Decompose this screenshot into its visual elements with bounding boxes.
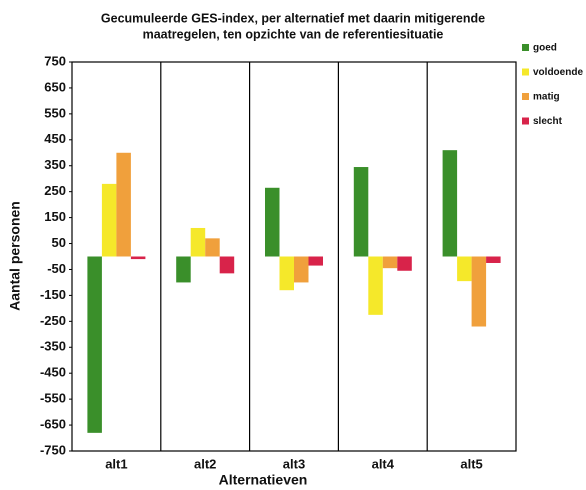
bar [87,256,102,433]
x-tick-label: alt2 [194,456,216,471]
bar [205,238,220,257]
bar [353,167,369,257]
bar [442,150,458,257]
y-tick-label: -50 [47,261,66,276]
bar [265,187,280,257]
y-tick-label: -450 [40,365,66,380]
x-tick-label: alt5 [460,456,482,471]
bar [279,256,294,291]
bar [176,256,191,283]
y-tick-label: 450 [44,131,66,146]
chart-title: maatregelen, ten opzichte van de referen… [143,27,444,41]
legend-label: matig [533,92,560,103]
bar [101,183,117,257]
bar [190,227,206,257]
y-tick-label: 350 [44,157,66,172]
y-tick-label: -550 [40,391,66,406]
legend-label: slecht [533,116,563,127]
y-tick-label: -750 [40,442,66,457]
legend-label: voldoende [533,67,583,78]
x-tick-label: alt4 [372,456,395,471]
chart-title: Gecumuleerde GES-index, per alternatief … [101,11,485,25]
bar [294,256,309,283]
y-tick-label: 650 [44,79,66,94]
legend-label: goed [533,43,557,54]
y-tick-label: 550 [44,105,66,120]
x-axis-label: Alternatieven [219,472,308,488]
legend-swatch [522,44,529,51]
y-tick-label: -350 [40,339,66,354]
y-tick-label: -650 [40,417,66,432]
bar [457,256,472,282]
y-tick-label: 250 [44,183,66,198]
y-axis-label: Aantal personen [7,201,23,311]
y-tick-label: 150 [44,209,66,224]
bar [382,256,398,269]
legend-swatch [522,93,529,100]
bar [471,256,487,327]
y-tick-label: -150 [40,287,66,302]
bar [486,256,501,263]
x-tick-label: alt1 [105,456,127,471]
x-tick-label: alt3 [283,456,305,471]
legend-swatch [522,68,529,76]
bar [130,256,146,260]
y-tick-label: 50 [52,235,66,250]
bar [368,256,383,315]
legend-swatch [522,117,529,125]
y-tick-label: 750 [44,53,66,68]
y-tick-label: -250 [40,313,66,328]
bar [397,256,412,271]
bar [308,256,323,266]
bar [219,256,235,274]
bar [116,152,131,257]
